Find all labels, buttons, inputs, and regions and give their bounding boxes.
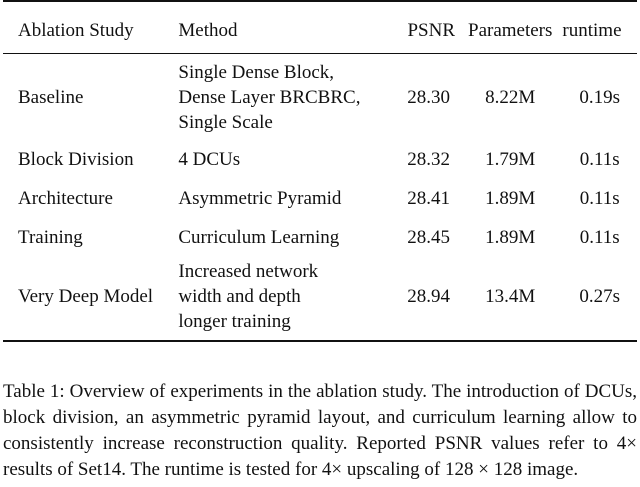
table-row: Very Deep Model Increased network width … (3, 257, 637, 341)
cell-psnr: 28.41 (407, 188, 450, 209)
cell-runtime: 0.11s (579, 188, 620, 209)
cell-method: Curriculum Learning (174, 218, 399, 257)
method-line: Single Dense Block, (178, 62, 335, 83)
cell-parameters: 13.4M (485, 286, 536, 307)
cell-study: Baseline (18, 87, 84, 108)
method-line: Curriculum Learning (178, 227, 340, 248)
cell-parameters: 8.22M (485, 87, 536, 108)
cell-psnr: 28.32 (407, 149, 450, 170)
cell-parameters: 1.89M (485, 227, 536, 248)
method-line: Asymmetric Pyramid (178, 188, 342, 209)
header-runtime: runtime (562, 20, 622, 41)
table-body: Baseline Single Dense Block, Dense Layer… (3, 54, 637, 341)
cell-psnr: 28.30 (407, 87, 450, 108)
table-caption: Table 1: Overview of experiments in the … (3, 381, 637, 480)
method-line: longer training (178, 311, 291, 332)
cell-method: Increased network width and depth longer… (174, 257, 399, 341)
header-parameters: Parameters (468, 20, 553, 41)
table-row: Block Division 4 DCUs 28.32 1.79M 0.11s (3, 140, 637, 179)
method-line: width and depth (178, 286, 301, 307)
cell-parameters: 1.89M (485, 188, 536, 209)
cell-runtime: 0.11s (579, 227, 620, 248)
cell-method: Single Dense Block, Dense Layer BRCBRC, … (174, 54, 399, 141)
table-row: Architecture Asymmetric Pyramid 28.41 1.… (3, 179, 637, 218)
header-psnr: PSNR (407, 20, 455, 41)
cell-runtime: 0.11s (579, 149, 620, 170)
cell-study: Architecture (18, 188, 113, 209)
cell-psnr: 28.94 (407, 286, 450, 307)
ablation-table: Ablation Study Method PSNR Parameters ru… (3, 0, 637, 342)
table-header: Ablation Study Method PSNR Parameters ru… (3, 1, 637, 54)
header-row: Ablation Study Method PSNR Parameters ru… (3, 1, 637, 54)
table-row: Baseline Single Dense Block, Dense Layer… (3, 54, 637, 141)
table-row: Training Curriculum Learning 28.45 1.89M… (3, 218, 637, 257)
method-line: Single Scale (178, 112, 273, 133)
method-line: 4 DCUs (178, 149, 241, 170)
cell-study: Training (18, 227, 83, 248)
cell-study: Very Deep Model (18, 286, 154, 307)
ablation-table-container: Ablation Study Method PSNR Parameters ru… (3, 0, 637, 342)
method-line: Increased network (178, 261, 319, 282)
cell-parameters: 1.79M (485, 149, 536, 170)
header-ablation-study: Ablation Study (18, 20, 134, 41)
cell-psnr: 28.45 (407, 227, 450, 248)
header-method: Method (178, 20, 238, 41)
cell-runtime: 0.27s (579, 286, 621, 307)
method-line: Dense Layer BRCBRC, (178, 87, 361, 108)
cell-study: Block Division (18, 149, 134, 170)
cell-method: 4 DCUs (174, 140, 399, 179)
cell-method: Asymmetric Pyramid (174, 179, 399, 218)
cell-runtime: 0.19s (579, 87, 621, 108)
